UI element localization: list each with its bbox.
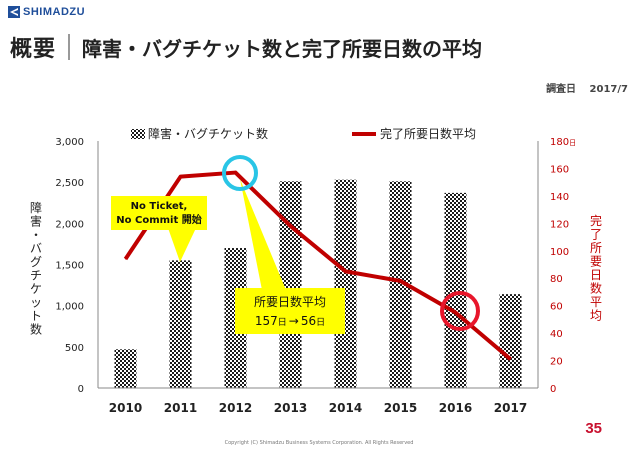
line-series-average-days <box>123 170 512 361</box>
callout-to-unit: 日 <box>316 317 325 328</box>
y-axis-label: バ <box>30 242 42 256</box>
page-number: 35 <box>585 420 602 437</box>
y-tick-label: 1,500 <box>55 261 84 272</box>
callout-average-days: 所要日数平均 157日 → 56日 <box>235 179 345 334</box>
page-title: 概要 障害・バグチケット数と完了所要日数の平均 <box>10 30 630 64</box>
line-point-2015 <box>400 280 401 282</box>
callout-average-days-box <box>235 288 345 334</box>
survey-date-value: 2017/7 <box>589 84 628 95</box>
x-tick-label: 2012 <box>219 401 252 415</box>
y2-unit-label: 日 <box>569 139 576 147</box>
y-axis-label: ・ <box>30 228 42 242</box>
y-tick-label: 2,500 <box>55 178 84 189</box>
bar-2011 <box>169 260 192 388</box>
highlight-circle-2012 <box>222 155 258 191</box>
y-tick-label: 2,000 <box>55 219 84 230</box>
bar-2017 <box>499 294 522 388</box>
callout-average-days-line2: 157日 → 56日 <box>255 314 325 328</box>
callout-average-days-pointer <box>240 179 286 290</box>
y2-axis-label: 完 <box>590 213 602 228</box>
y2-axis-label: 日 <box>590 268 602 282</box>
y-axis-label: チ <box>30 269 42 283</box>
x-tick-label: 2013 <box>274 401 307 415</box>
x-tick-label: 2010 <box>109 401 142 415</box>
y2-tick-label: 40 <box>550 329 563 340</box>
legend-bar-swatch <box>131 129 145 139</box>
y-axis-label: 障 <box>30 200 42 215</box>
line-point-2017 <box>510 358 511 360</box>
y2-tick-label: 20 <box>550 357 563 368</box>
line-point-2011 <box>180 176 181 178</box>
x-tick-label: 2017 <box>494 401 527 415</box>
highlight-circle-2016 <box>440 291 480 331</box>
y2-axis-label: 所 <box>590 241 602 255</box>
y-axis-label: ッ <box>30 296 42 310</box>
y-tick-label: 500 <box>65 343 84 354</box>
y2-axis-label: 均 <box>590 309 602 323</box>
x-tick-label: 2011 <box>164 401 197 415</box>
y-axis-label: ケ <box>30 282 42 296</box>
y-tick-label: 3,000 <box>55 137 84 148</box>
y-tick-label: 0 <box>78 384 84 395</box>
y2-tick-label: 120 <box>550 219 569 230</box>
bar-2010 <box>114 349 137 388</box>
line-point-2014 <box>345 270 346 272</box>
bar-2014 <box>334 179 357 388</box>
y2-tick-label: 0 <box>550 384 556 395</box>
chart-legend: 障害・バグチケット数 完了所要日数平均 <box>131 126 476 141</box>
line-point-2016 <box>455 312 456 314</box>
callout-no-ticket-line2: No Commit 開始 <box>116 213 201 226</box>
x-tick-label: 2016 <box>439 401 472 415</box>
y-axis-label: 害 <box>30 214 42 229</box>
y2-tick-label: 160 <box>550 164 569 175</box>
y2-axis-label: 了 <box>590 228 602 242</box>
callout-no-ticket: No Ticket, No Commit 開始 <box>111 196 207 262</box>
callout-no-ticket-pointer <box>168 228 196 262</box>
callout-from-value: 157 <box>255 314 278 328</box>
logo-text: SHIMADZU <box>23 6 86 18</box>
y2-axis-label: 数 <box>590 281 602 296</box>
shimadzu-logo-mark-icon <box>8 6 20 18</box>
y-axis-label: 数 <box>30 322 42 337</box>
y2-axis-label: 要 <box>590 255 602 269</box>
callout-to-value: 56 <box>301 314 316 328</box>
title-divider <box>68 34 71 60</box>
x-tick-label: 2015 <box>384 401 417 415</box>
callout-average-days-line1: 所要日数平均 <box>254 294 326 309</box>
page-title-main: 概要 <box>10 37 57 62</box>
y2-axis-label: 平 <box>590 295 602 309</box>
shimadzu-logo: SHIMADZU <box>8 6 85 18</box>
legend-bar-label: 障害・バグチケット数 <box>148 126 268 141</box>
x-tick-label: 2014 <box>329 401 362 415</box>
callout-arrow: → <box>289 314 299 328</box>
line-point-2010 <box>125 258 126 260</box>
y2-tick-label: 60 <box>550 302 563 313</box>
survey-date: 調査日 2017/7 <box>536 80 628 95</box>
bar-2015 <box>389 181 412 388</box>
copyright: Copyright (C) Shimadzu Business Systems … <box>224 440 414 446</box>
survey-date-label: 調査日 <box>546 84 577 95</box>
callout-from-unit: 日 <box>278 317 287 328</box>
line-point-2013 <box>290 225 291 227</box>
bar-2016 <box>444 192 467 388</box>
y-axis-label: ト <box>30 309 42 323</box>
line-point-2012 <box>235 172 236 174</box>
callout-no-ticket-box <box>111 196 207 230</box>
y-tick-label: 1,000 <box>55 302 84 313</box>
y2-tick-label: 100 <box>550 247 569 258</box>
page-title-sub: 障害・バグチケット数と完了所要日数の平均 <box>82 36 483 61</box>
legend-line-label: 完了所要日数平均 <box>380 126 476 141</box>
y2-tick-label: 140 <box>550 192 569 203</box>
y-axis-label: グ <box>30 255 42 269</box>
y2-tick-label: 80 <box>550 274 563 285</box>
callout-no-ticket-line1: No Ticket, <box>131 201 188 212</box>
y2-tick-label: 180日 <box>550 137 576 148</box>
